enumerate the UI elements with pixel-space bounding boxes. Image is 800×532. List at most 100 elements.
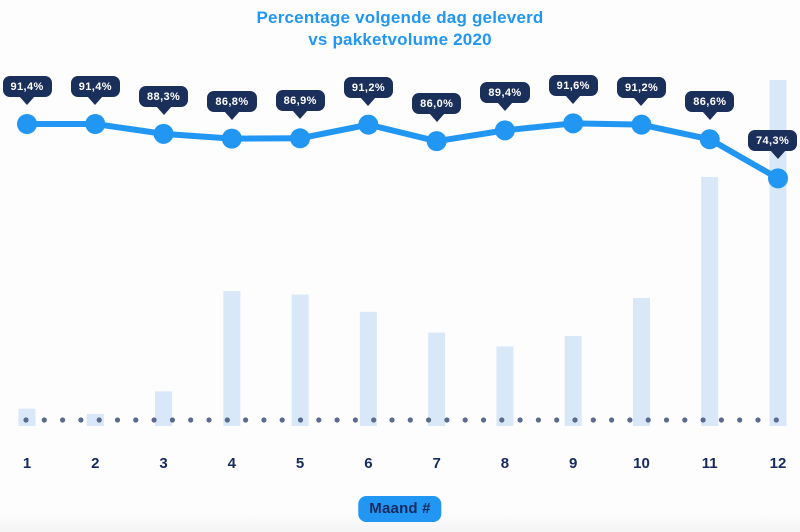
baseline-dot [737,417,743,423]
tooltip-pointer [633,96,650,106]
baseline-dot [554,417,560,423]
tooltip-pointer [87,96,104,105]
tooltip-pointer [496,102,513,112]
volume-bar [632,297,650,426]
tooltip-pointer [701,111,718,121]
baseline-dot [444,417,450,423]
baseline-dot [297,417,304,423]
x-axis-tick-label: 2 [91,455,100,472]
tooltip-pointer [360,96,377,106]
baseline-dot [41,417,47,423]
baseline-dot [773,417,779,423]
data-point-label: 91,2% [343,76,394,106]
volume-bar [701,176,719,426]
baseline-dot [517,417,523,423]
baseline-dot [700,417,706,423]
baseline-dot [169,417,175,423]
data-point-marker [358,114,379,135]
x-axis-tick-label: 1 [22,455,32,472]
baseline-dot [60,417,66,423]
volume-bar [496,346,514,426]
data-point-marker [631,114,652,135]
data-point-label: 86,0% [412,93,462,123]
volume-bar [223,291,241,426]
chart-title: Percentage volgende dag geleverd vs pakk… [0,7,800,51]
data-point-marker [290,128,311,149]
data-point-label: 86,6% [685,91,735,121]
data-point-marker [17,114,37,134]
tooltip-pointer [19,96,35,105]
chart-title-line1: Percentage volgende dag geleverd [256,8,544,27]
baseline-dot [462,417,468,423]
baseline-dot [316,417,322,423]
volume-bar [291,294,309,426]
data-point-marker [85,114,106,134]
data-point-label: 91,2% [616,76,667,106]
x-axis-tick-label: 7 [432,455,441,472]
tooltip-pointer [155,105,172,115]
data-point-marker [153,123,174,144]
baseline-dot [96,417,102,423]
baseline-dot [261,417,267,423]
x-axis-tick-label: 4 [227,455,236,472]
baseline-dot [224,417,230,423]
baseline-dot [645,417,651,423]
baseline-dot [718,417,725,423]
baseline-dot [535,417,542,423]
volume-bar [564,336,582,426]
data-point-label: 88,3% [139,85,189,115]
tooltip-pointer [565,95,582,105]
baseline-dot [78,417,84,423]
data-point-label: 74,3% [748,130,798,160]
x-axis-tick-label: 11 [701,455,718,472]
tooltip-pointer [223,110,240,120]
baseline-dot [590,417,596,423]
baseline-dot [407,417,413,423]
x-axis-tick-label: 5 [295,455,305,472]
data-point-label: 86,9% [275,90,325,120]
delivery-percentage-line [24,120,781,182]
data-point-marker [699,129,720,150]
x-axis-tick-label: 12 [769,455,787,472]
baseline-dot [389,417,395,423]
baseline-dot [334,417,340,423]
data-point-marker [221,128,242,149]
baseline-dot [206,417,212,423]
baseline-dot [426,417,432,423]
baseline-dot [627,417,633,423]
volume-bar [18,408,36,426]
data-point-marker [768,168,788,189]
volume-bar [155,391,173,426]
volume-bar [769,80,787,426]
data-point-label: 91,6% [548,75,598,105]
data-point-label: 91,4% [70,76,120,105]
data-point-marker [563,113,584,134]
baseline-dot [279,417,285,423]
baseline-dot [572,417,578,423]
baseline-dot [480,417,487,423]
tooltip-pointer [428,113,445,123]
data-point-label: 89,4% [480,82,530,112]
baseline-dot [352,417,358,423]
tooltip-pointer [292,110,309,120]
x-axis-tick-label: 8 [500,455,510,472]
x-axis-tick-label: 9 [569,455,578,472]
volume-bar [428,332,446,426]
baseline-dot [114,417,121,423]
volume-bar [86,413,104,426]
data-point-marker [494,120,515,141]
x-axis-tick-label: 6 [364,455,373,472]
data-point-label: 91,4% [2,76,52,105]
x-axis-tick-label: 10 [633,455,650,472]
baseline-dot [188,417,194,423]
data-point-marker [426,131,447,152]
x-axis-tick-label: 3 [159,455,168,472]
baseline-dot [682,417,688,423]
baseline-dot [609,417,615,423]
data-point-label: 86,8% [207,90,257,120]
baseline-dot [371,417,377,423]
baseline-dot [499,417,505,423]
baseline-dot [133,417,139,423]
